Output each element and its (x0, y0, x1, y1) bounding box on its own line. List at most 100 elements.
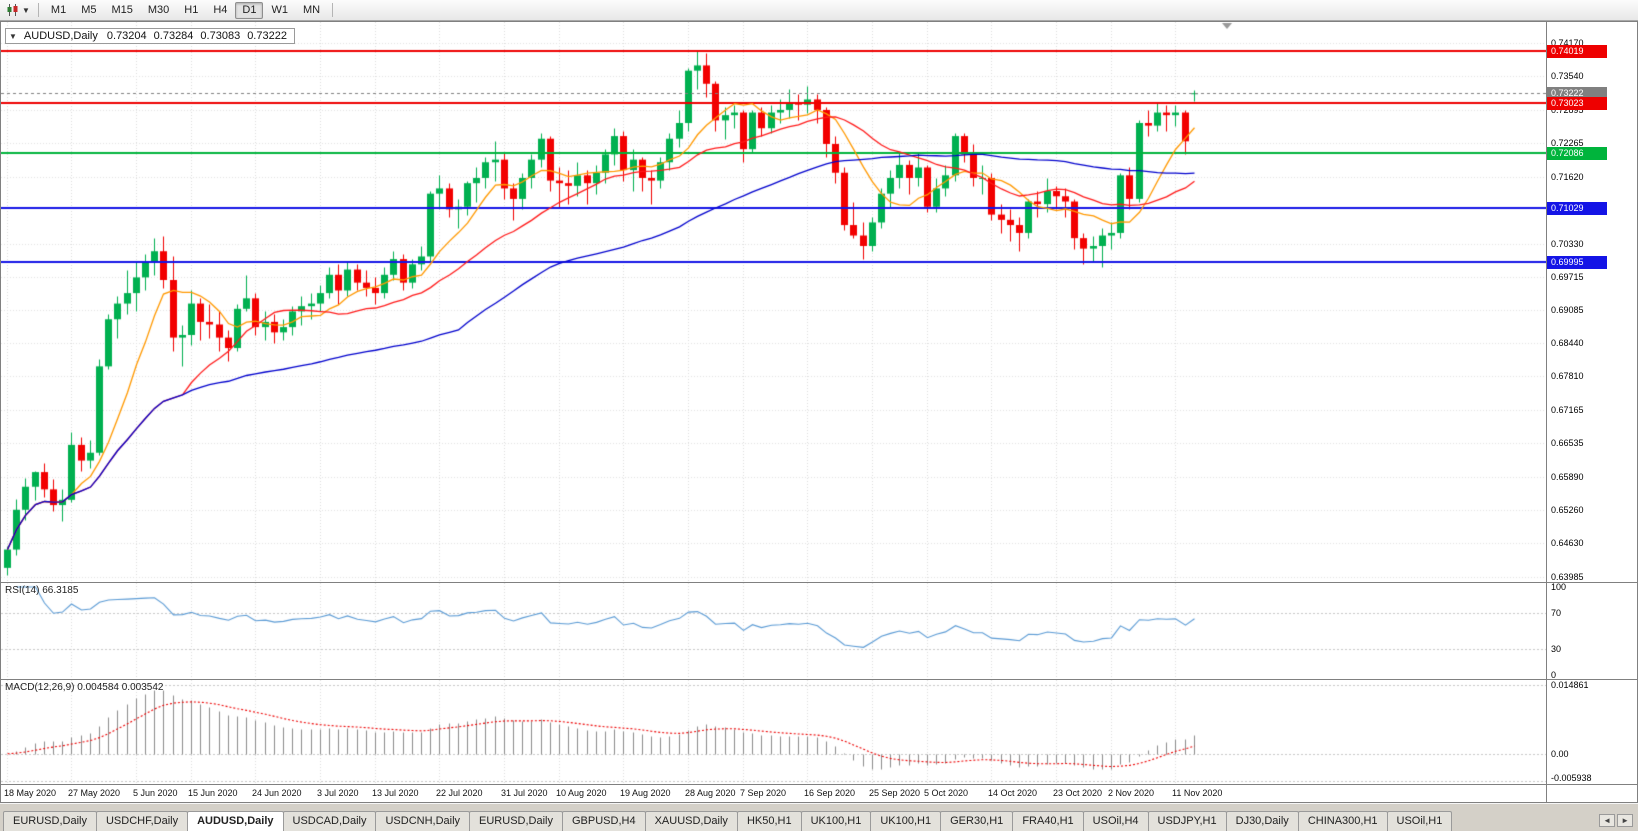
chart-area: ▼ AUDUSD,Daily 0.73204 0.73284 0.73083 0.… (0, 21, 1638, 803)
toolbar-separator (37, 3, 39, 17)
chart-type-dropdown-caret[interactable]: ▼ (22, 5, 30, 15)
date-label: 27 May 2020 (68, 788, 121, 798)
tabs-scroll-left-button[interactable]: ◄ (1599, 814, 1616, 827)
date-label: 18 May 2020 (4, 788, 57, 798)
price-tick-label: 0.67810 (1551, 371, 1584, 381)
chart-tab-audusd-daily[interactable]: AUDUSD,Daily (187, 811, 284, 831)
date-label: 31 Jul 2020 (501, 788, 548, 798)
symbol-dropdown-caret[interactable]: ▼ (9, 31, 17, 41)
price-level-badge: 0.74019 (1547, 45, 1607, 58)
chart-tab-eurusd-daily[interactable]: EURUSD,Daily (469, 811, 563, 831)
macd-scale-label: -0.005938 (1551, 773, 1592, 783)
rsi-canvas[interactable] (1, 583, 1546, 679)
price-tick-label: 0.67165 (1551, 405, 1584, 415)
chart-tab-ger30-h1[interactable]: GER30,H1 (940, 811, 1014, 831)
chart-tab-usdcad-daily[interactable]: USDCAD,Daily (282, 811, 377, 831)
rsi-scale-label: 30 (1551, 644, 1562, 654)
date-axis[interactable]: 18 May 2020 27 May 2020 5 Jun 2020 15 Jun 2… (1, 784, 1546, 801)
chart-tab-uk100-h1[interactable]: UK100,H1 (870, 811, 942, 831)
price-tick-label: 0.72265 (1551, 138, 1584, 148)
timeframe-button-m30[interactable]: M30 (141, 2, 176, 19)
macd-scale-label: 0.014861 (1551, 680, 1589, 690)
date-label: 5 Jun 2020 (133, 788, 178, 798)
chart-tab-dj30-daily[interactable]: DJ30,Daily (1225, 811, 1299, 831)
scale-separator (1547, 582, 1637, 583)
price-level-badge: 0.73023 (1547, 97, 1607, 110)
macd-canvas[interactable] (1, 680, 1546, 784)
pane-separator[interactable] (1, 679, 1546, 680)
plot-column: ▼ AUDUSD,Daily 0.73204 0.73284 0.73083 0.… (1, 22, 1546, 802)
rsi-label: RSI(14) 66.3185 (5, 585, 79, 596)
timeframe-button-w1[interactable]: W1 (264, 2, 295, 19)
chart-tab-usdcnh-daily[interactable]: USDCNH,Daily (375, 811, 471, 831)
tabs-scroll-right-button[interactable]: ► (1617, 814, 1633, 827)
timeframe-button-m5[interactable]: M5 (74, 2, 103, 19)
chart-tab-usdjpy-h1[interactable]: USDJPY,H1 (1147, 811, 1227, 831)
scale-separator (1547, 679, 1637, 680)
open-value: 0.73204 (106, 30, 147, 42)
date-label: 5 Oct 2020 (924, 788, 969, 798)
date-label: 7 Sep 2020 (740, 788, 787, 798)
chart-tab-hk50-h1[interactable]: HK50,H1 (736, 811, 802, 831)
price-level-badge: 0.71029 (1547, 202, 1607, 215)
scale-separator (1547, 784, 1637, 785)
price-tick-label: 0.68440 (1551, 338, 1584, 348)
price-tick-label: 0.71620 (1551, 172, 1584, 182)
symbol-info-box: ▼ AUDUSD,Daily 0.73204 0.73284 0.73083 0.… (5, 28, 295, 44)
date-label: 13 Jul 2020 (372, 788, 419, 798)
date-label: 22 Jul 2020 (436, 788, 483, 798)
timeframe-button-d1[interactable]: D1 (235, 1, 264, 19)
chart-tab-usdchf-daily[interactable]: USDCHF,Daily (95, 811, 189, 831)
price-level-badge: 0.72086 (1547, 147, 1607, 160)
timeframe-button-h4[interactable]: H4 (206, 2, 234, 19)
price-tick-label: 0.65260 (1551, 505, 1584, 515)
macd-label: MACD(12,26,9) 0.004584 0.003542 (5, 682, 164, 693)
chart-tab-usoil-h4[interactable]: USOil,H4 (1082, 811, 1149, 831)
date-label: 14 Oct 2020 (988, 788, 1038, 798)
price-tick-label: 0.72895 (1551, 105, 1584, 115)
timeframe-button-m15[interactable]: M15 (104, 2, 139, 19)
date-label: 10 Aug 2020 (556, 788, 607, 798)
date-label: 3 Jul 2020 (317, 788, 359, 798)
chart-tab-uk100-h1[interactable]: UK100,H1 (800, 811, 872, 831)
macd-pane[interactable]: MACD(12,26,9) 0.004584 0.003542 (1, 680, 1546, 784)
timeframe-button-h1[interactable]: H1 (177, 2, 205, 19)
price-tick-label: 0.64630 (1551, 538, 1584, 548)
price-tick-label: 0.66535 (1551, 438, 1584, 448)
macd-scale-label: 0.00 (1551, 749, 1569, 759)
timeframe-buttons: M1 M5 M15 M30 H1 H4 D1 W1 MN (44, 1, 327, 19)
timeframe-button-m1[interactable]: M1 (44, 2, 73, 19)
date-label: 16 Sep 2020 (804, 788, 856, 798)
pane-separator[interactable] (1, 582, 1546, 583)
price-tick-label: 0.74170 (1551, 38, 1584, 48)
price-pane[interactable]: ▼ AUDUSD,Daily 0.73204 0.73284 0.73083 0.… (1, 22, 1546, 582)
price-tick-label: 0.70330 (1551, 239, 1584, 249)
chart-tab-gbpusd-h4[interactable]: GBPUSD,H4 (562, 811, 646, 831)
chart-tab-xauusd-daily[interactable]: XAUUSD,Daily (644, 811, 738, 831)
price-chart-canvas[interactable] (1, 22, 1546, 582)
date-label: 2 Nov 2020 (1108, 788, 1155, 798)
chart-type-icon[interactable] (4, 4, 22, 16)
timeframe-button-mn[interactable]: MN (296, 2, 327, 19)
date-label: 23 Oct 2020 (1053, 788, 1103, 798)
date-label: 25 Sep 2020 (869, 788, 921, 798)
price-tick-label: 0.73540 (1551, 71, 1584, 81)
toolbar: ▼ M1 M5 M15 M30 H1 H4 D1 W1 MN (0, 0, 1638, 21)
high-value: 0.73284 (153, 30, 194, 42)
price-level-badge: 0.69995 (1547, 256, 1607, 269)
date-label: 28 Aug 2020 (685, 788, 736, 798)
low-value: 0.73083 (200, 30, 241, 42)
price-tick-label: 0.65890 (1551, 472, 1584, 482)
chart-tab-usoil-h1[interactable]: USOil,H1 (1386, 811, 1453, 831)
tabs-scroll-arrows: ◄ ► (1593, 814, 1635, 831)
chart-tab-eurusd-daily[interactable]: EURUSD,Daily (3, 811, 97, 831)
chart-tabs-bar: EURUSD,Daily USDCHF,Daily AUDUSD,Daily USDC… (0, 803, 1638, 831)
price-scale-axis[interactable]: 0.74170 0.73540 0.72895 0.72265 0.71620 0.703… (1546, 22, 1637, 802)
rsi-pane[interactable]: RSI(14) 66.3185 (1, 583, 1546, 679)
chart-tab-fra40-h1[interactable]: FRA40,H1 (1012, 811, 1084, 831)
rsi-scale-label: 70 (1551, 608, 1562, 618)
chart-tabs: EURUSD,Daily USDCHF,Daily AUDUSD,Daily USDC… (3, 811, 1593, 831)
chart-tab-china300-h1[interactable]: CHINA300,H1 (1297, 811, 1388, 831)
date-label: 11 Nov 2020 (1172, 788, 1223, 798)
